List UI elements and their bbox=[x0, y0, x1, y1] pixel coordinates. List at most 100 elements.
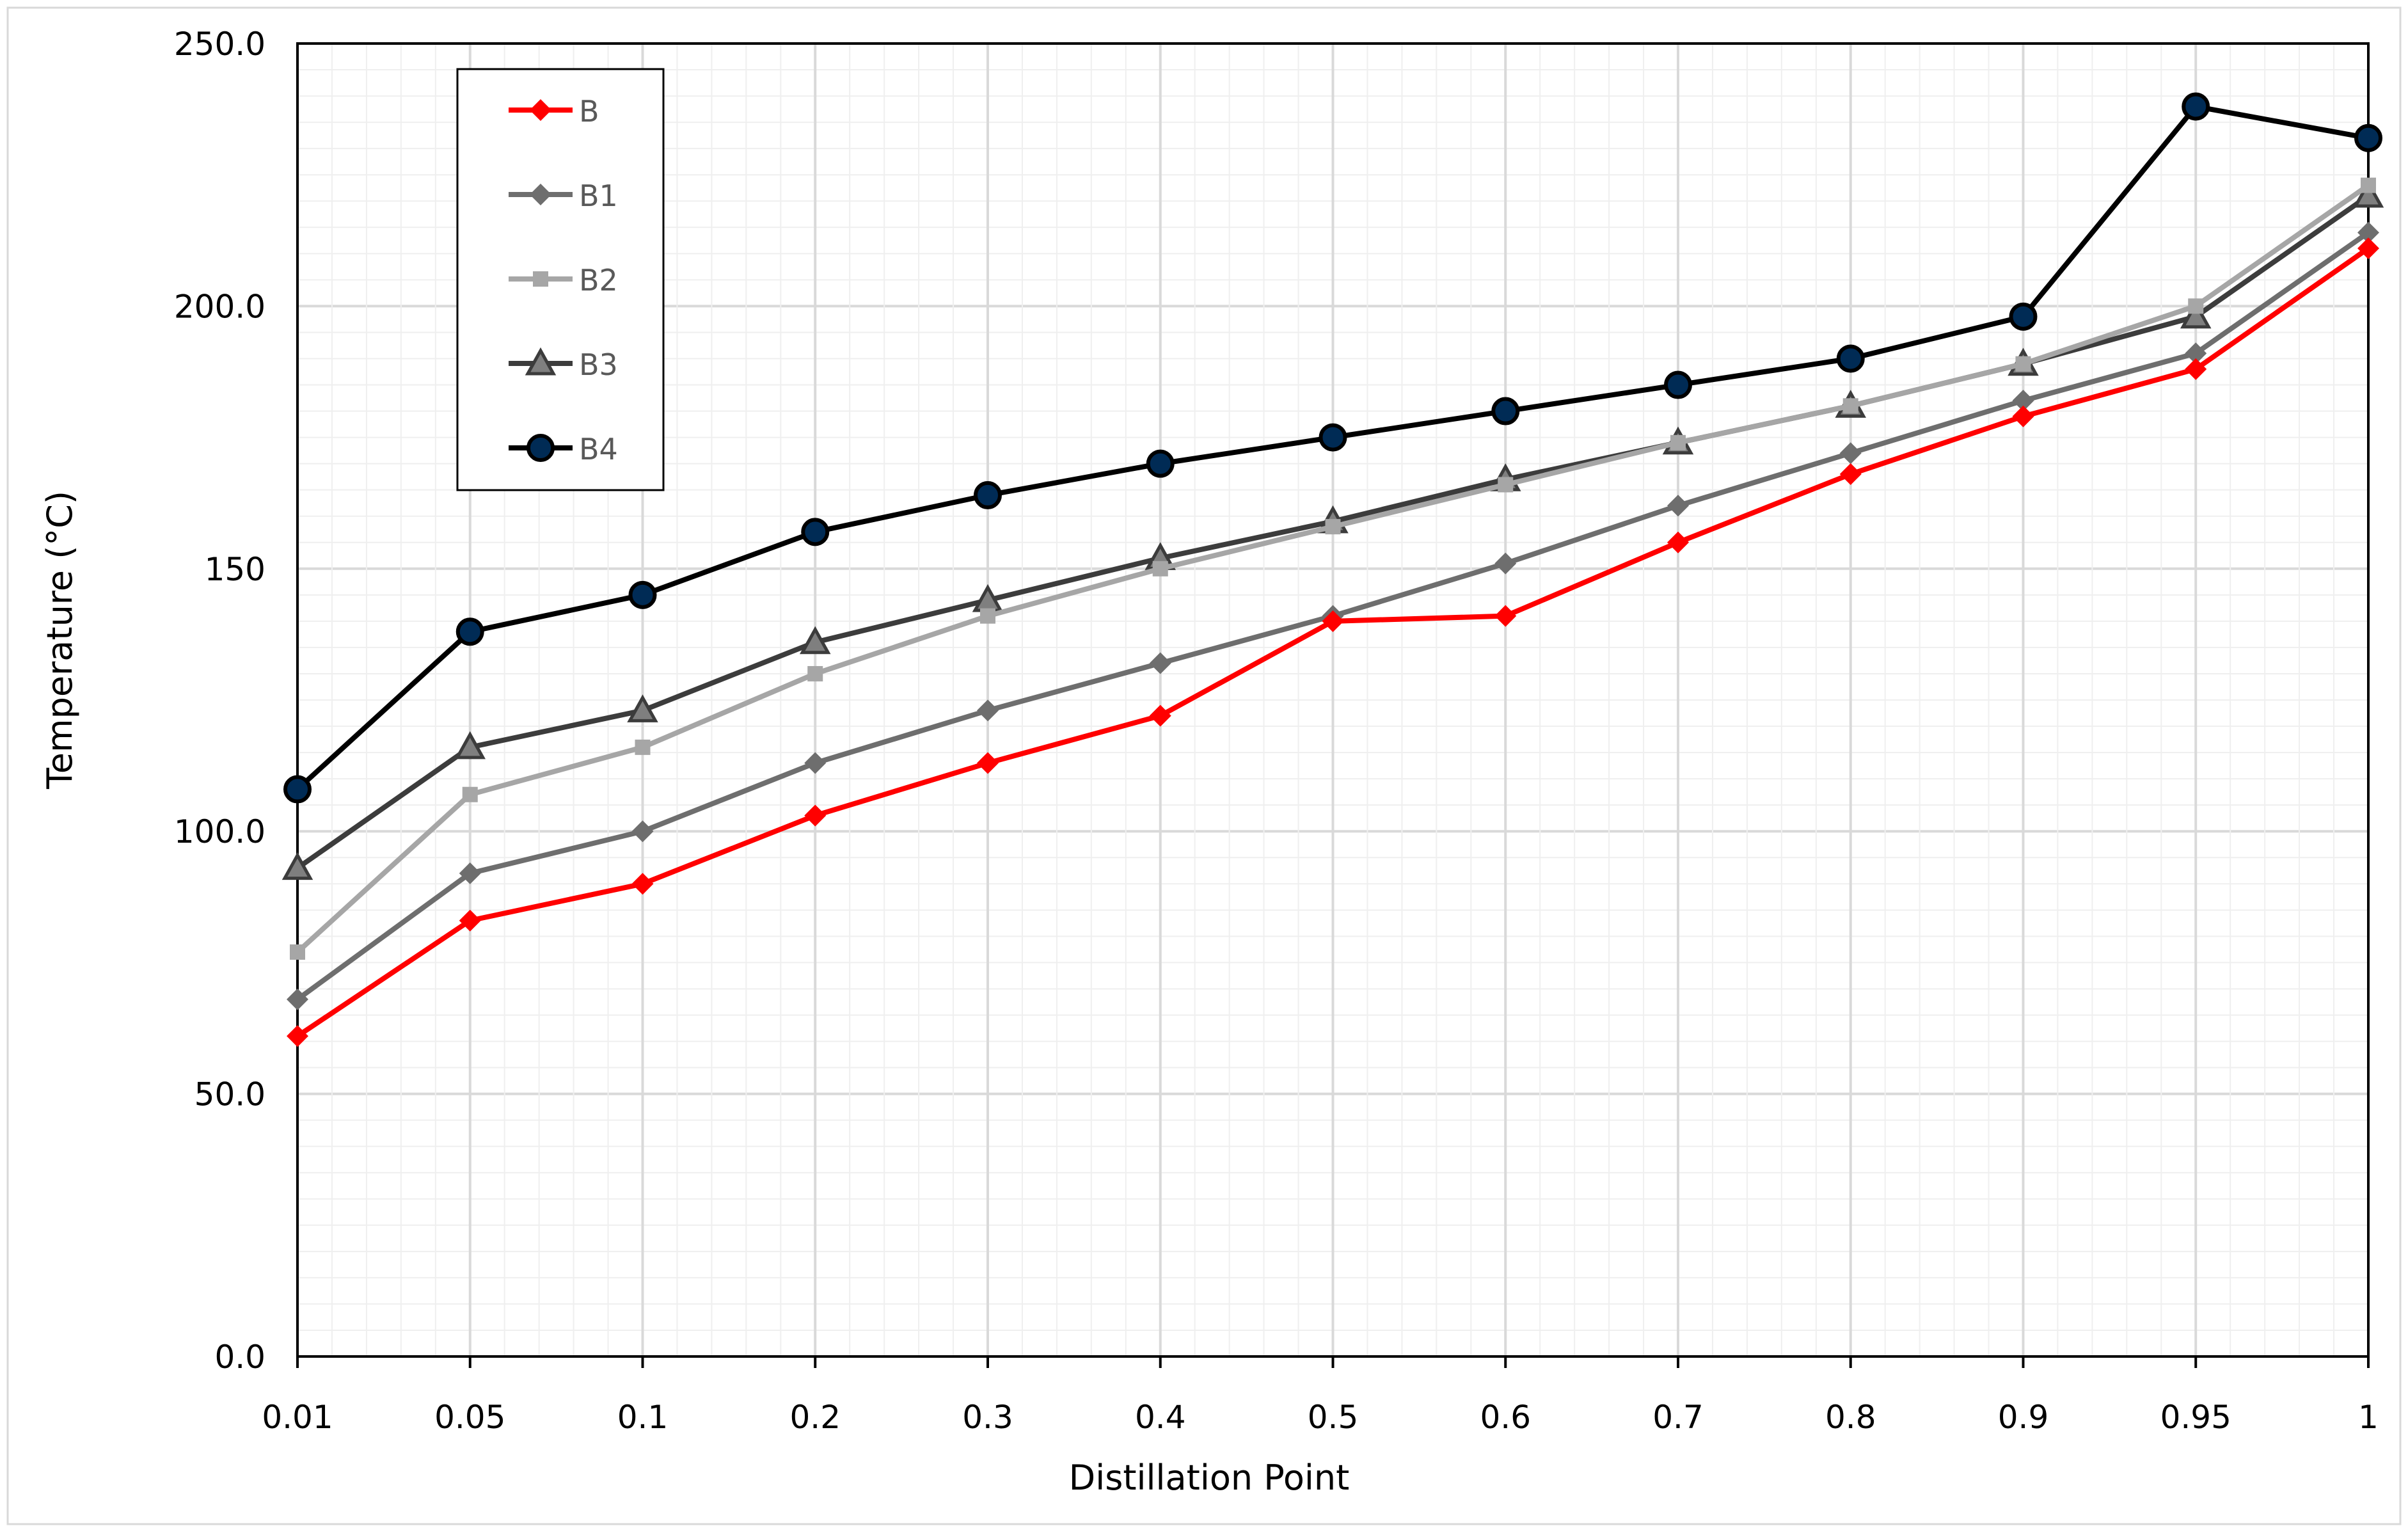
x-axis-title: Distillation Point bbox=[1069, 1458, 1350, 1498]
series-b4-point-marker bbox=[2009, 302, 2038, 331]
y-tick-label: 50.0 bbox=[194, 1076, 265, 1113]
series-b1-point-marker bbox=[804, 752, 827, 774]
legend-swatch-marker bbox=[533, 271, 548, 287]
series-b4 bbox=[283, 92, 2382, 804]
series-b2-point-marker bbox=[980, 608, 995, 624]
x-tick-label: 0.5 bbox=[1308, 1399, 1359, 1436]
series-b3-point-marker bbox=[800, 626, 831, 655]
y-tick-label: 100.0 bbox=[174, 813, 265, 850]
series-b4-point-marker bbox=[1319, 423, 1347, 452]
series-b2-point-marker bbox=[1152, 561, 1168, 577]
series-b1-point-marker bbox=[631, 820, 654, 843]
legend-swatch-marker bbox=[530, 99, 551, 121]
y-axis-title: Temperature (°C) bbox=[40, 491, 80, 790]
series-b1-point-marker bbox=[2357, 221, 2379, 244]
x-tick-label: 0.95 bbox=[2160, 1399, 2231, 1436]
series-b2-point-marker bbox=[2361, 177, 2376, 193]
series-b-point-marker bbox=[287, 1025, 308, 1047]
series-b4-point-marker bbox=[2354, 123, 2382, 152]
series-b1-point-marker bbox=[2185, 342, 2207, 365]
series-b4-point-marker bbox=[1664, 370, 1692, 399]
series-b2-point-marker bbox=[807, 665, 823, 681]
series-b2-point-marker bbox=[2188, 298, 2204, 314]
legend-label: B3 bbox=[579, 347, 618, 382]
series-b1-point-marker bbox=[1667, 495, 1689, 517]
series-b-point-marker bbox=[1494, 605, 1517, 627]
series-b-point-marker bbox=[804, 804, 827, 827]
series-b3-point-marker bbox=[454, 731, 486, 760]
legend-label: B bbox=[579, 94, 599, 129]
series-b2-point-marker bbox=[2015, 356, 2031, 372]
series-b-point-marker bbox=[2012, 405, 2034, 427]
series-b2-point-marker bbox=[1842, 398, 1858, 414]
legend-swatch-marker bbox=[527, 434, 555, 462]
series-b-point-marker bbox=[631, 873, 654, 895]
series-b1-point-marker bbox=[287, 988, 308, 1010]
series-b3-point-marker bbox=[281, 852, 313, 880]
legend-item-b1: B1 bbox=[509, 179, 618, 213]
chart-border bbox=[6, 6, 2402, 1525]
x-tick-label: 0.1 bbox=[617, 1399, 669, 1436]
series-b1-point-marker bbox=[977, 699, 999, 722]
legend-swatch-marker bbox=[525, 347, 557, 376]
series-b-point-marker bbox=[1839, 463, 1862, 486]
series-b4-point-marker bbox=[801, 518, 830, 546]
series-b1-point-marker bbox=[1839, 442, 1862, 465]
legend-item-b2: B2 bbox=[509, 263, 618, 298]
series-b4-point-marker bbox=[974, 481, 1002, 509]
series-b-point-marker bbox=[1322, 610, 1344, 632]
legend: B B1 B2 B3 B4 bbox=[456, 68, 665, 491]
y-tick-label: 250.0 bbox=[174, 26, 265, 63]
series-b-point-marker bbox=[2357, 237, 2379, 260]
series-b2-point-marker bbox=[635, 739, 651, 755]
x-tick-label: 0.3 bbox=[962, 1399, 1013, 1436]
x-tick-label: 0.2 bbox=[789, 1399, 841, 1436]
x-tick-label: 0.05 bbox=[434, 1399, 505, 1436]
y-tick-label: 0.0 bbox=[214, 1339, 265, 1376]
series-b-point-marker bbox=[2185, 358, 2207, 380]
series-b-point-marker bbox=[1667, 531, 1689, 553]
series-b4-point-marker bbox=[283, 775, 312, 804]
x-tick-label: 0.01 bbox=[262, 1399, 333, 1436]
series-b2-point-marker bbox=[290, 944, 305, 960]
legend-label: B4 bbox=[579, 432, 618, 466]
series-b-point-marker bbox=[459, 909, 481, 932]
series-b2-point-marker bbox=[1498, 477, 1514, 493]
legend-label: B2 bbox=[579, 263, 618, 298]
axes: 0.0 50.0 100.0 150 200.0 250.0 0.01 0.05 0.1 0.2 0… bbox=[174, 26, 2379, 1436]
series-b bbox=[287, 237, 2379, 1047]
legend-label: B1 bbox=[579, 179, 618, 213]
series-b2-point-marker bbox=[1325, 519, 1341, 535]
series-group bbox=[281, 92, 2384, 1047]
x-tick-label: 0.8 bbox=[1825, 1399, 1876, 1436]
series-b4-point-marker bbox=[2182, 92, 2210, 121]
series-b4-point-marker bbox=[628, 580, 657, 609]
series-b4-point-marker bbox=[1836, 344, 1865, 373]
series-b1-point-marker bbox=[1149, 652, 1171, 674]
legend-item-b4: B4 bbox=[509, 432, 618, 466]
series-b2-point-marker bbox=[462, 786, 478, 802]
series-b4-point-marker bbox=[1146, 449, 1175, 478]
series-b1-point-marker bbox=[1494, 552, 1517, 575]
series-b4-point-marker bbox=[1491, 397, 1520, 426]
series-b2 bbox=[290, 177, 2376, 960]
series-b-point-marker bbox=[1149, 704, 1171, 727]
x-tick-label: 0.4 bbox=[1135, 1399, 1186, 1436]
x-tick-label: 0.9 bbox=[1998, 1399, 2049, 1436]
legend-item-b: B bbox=[509, 94, 599, 129]
series-b-point-marker bbox=[977, 752, 999, 774]
x-tick-label: 1 bbox=[2358, 1399, 2379, 1436]
y-tick-label: 150 bbox=[205, 551, 265, 588]
series-b3-point-marker bbox=[2352, 179, 2384, 208]
series-b3-point-marker bbox=[2180, 300, 2212, 329]
legend-item-b3: B3 bbox=[509, 347, 618, 382]
series-b3-point-marker bbox=[627, 694, 658, 722]
legend-swatch-marker bbox=[530, 184, 551, 205]
series-b1-point-marker bbox=[2012, 390, 2034, 412]
series-b1-point-marker bbox=[459, 862, 481, 884]
x-tick-label: 0.6 bbox=[1480, 1399, 1531, 1436]
series-b4-point-marker bbox=[455, 617, 484, 646]
y-tick-label: 200.0 bbox=[174, 288, 265, 325]
